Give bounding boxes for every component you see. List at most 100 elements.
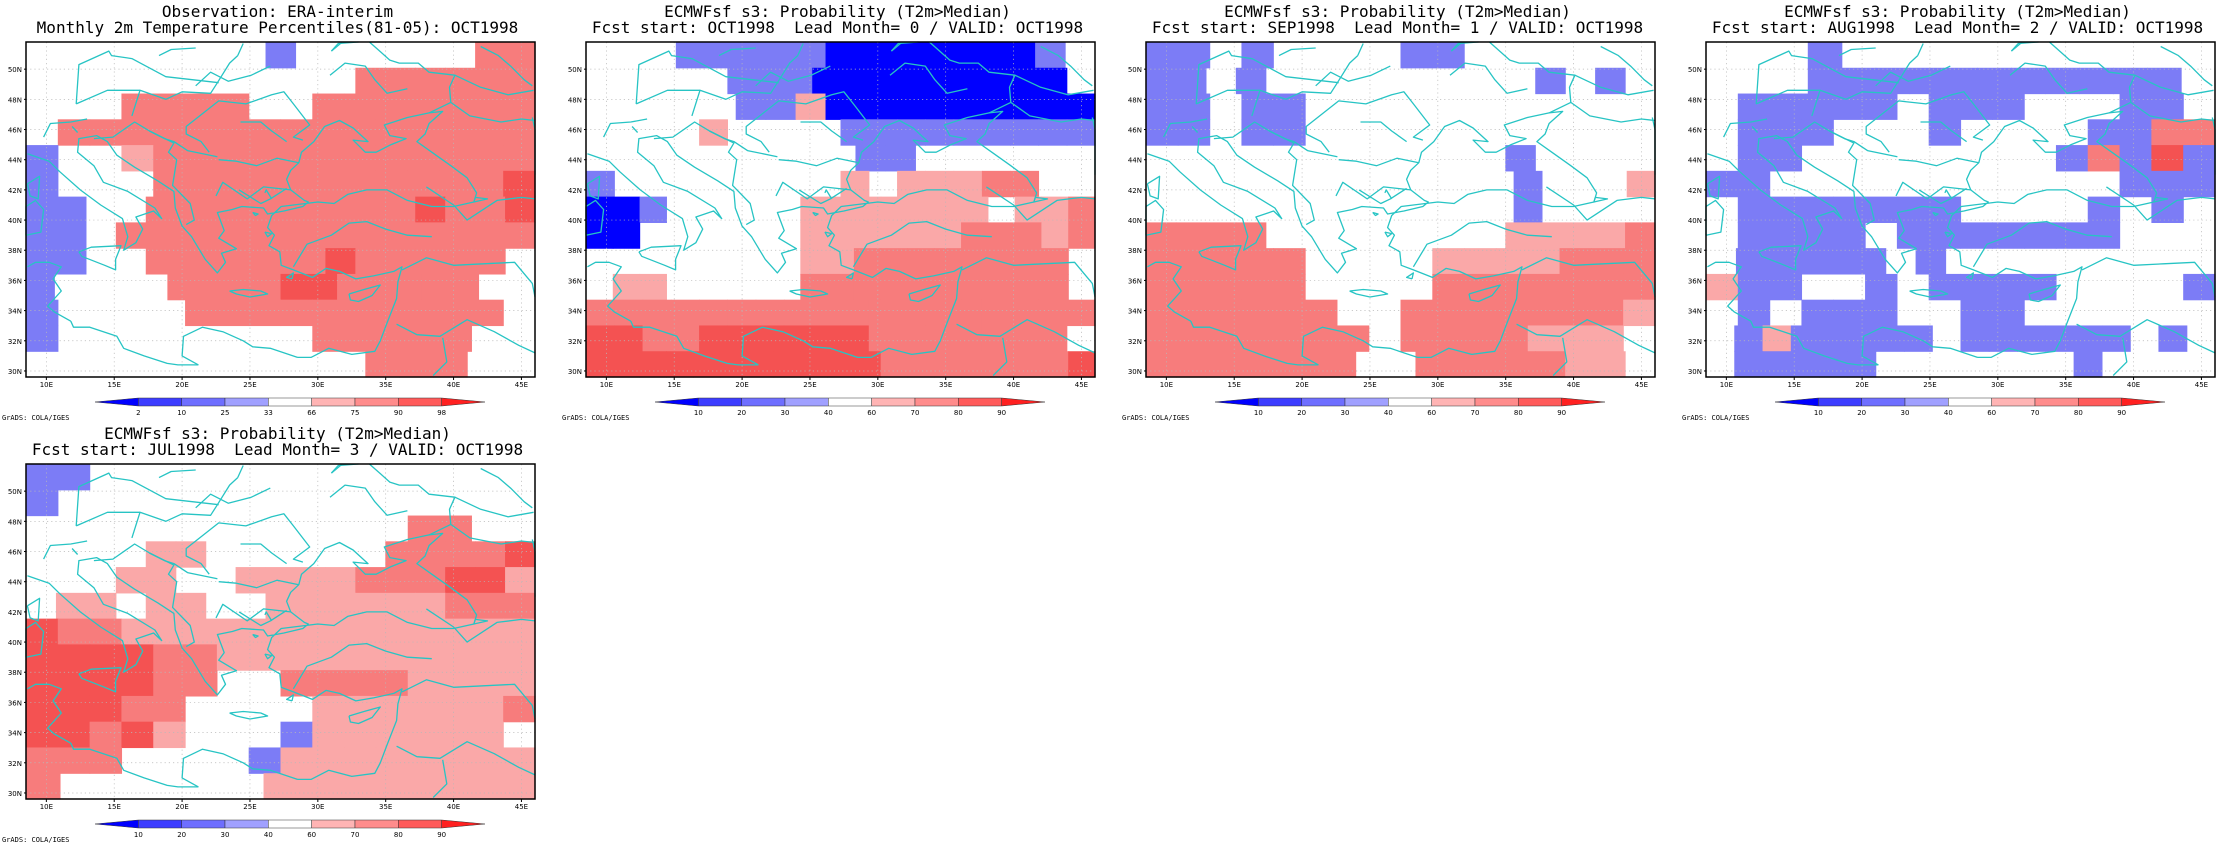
grid-cell — [699, 299, 728, 327]
colorbar-label: 40 — [264, 831, 273, 839]
coastline — [93, 543, 195, 648]
grid-cell — [475, 222, 506, 249]
grid-cell — [467, 773, 502, 800]
coastline — [26, 597, 41, 622]
grid-cell — [26, 464, 59, 491]
coastline — [2160, 45, 2213, 87]
grid-cell — [880, 351, 909, 378]
grid-cell — [503, 145, 536, 172]
grid-cell — [439, 119, 472, 146]
grid-cell — [907, 196, 935, 223]
coastline — [348, 706, 381, 725]
grid-cell — [1960, 273, 1993, 301]
grid-cell — [1273, 325, 1306, 352]
coastline — [330, 41, 359, 52]
grid-cell — [145, 222, 177, 249]
latitude-label: 50N — [8, 66, 22, 74]
coastlines — [585, 41, 1096, 376]
grid-cell — [375, 145, 409, 172]
grid-cell — [1896, 222, 1930, 249]
grid-cell — [1527, 273, 1561, 301]
coastline — [237, 43, 244, 56]
grid-cell — [445, 196, 476, 223]
grid-cell — [26, 670, 59, 697]
grid-cell — [800, 196, 828, 223]
coastline — [330, 41, 343, 52]
grid-cell — [1915, 248, 1947, 275]
coastline — [1405, 272, 1415, 280]
grid-cell — [1625, 222, 1656, 249]
longitude-label: 15E — [108, 803, 121, 811]
colorbar-segment — [1258, 397, 1302, 407]
colorbar-label: 60 — [1987, 409, 1996, 417]
grid-cell — [812, 299, 842, 327]
longitude-label: 30E — [1431, 381, 1444, 389]
latitude-labels: 30N 32N 34N 36N 38N 40N 42N 44N 46N 48N 50N — [8, 66, 26, 376]
grid-cell — [355, 592, 386, 620]
grid-cell — [216, 119, 250, 146]
colorbar-segment — [2078, 397, 2122, 407]
grid-cell — [407, 670, 441, 697]
grid-cell — [471, 721, 504, 749]
coastline — [797, 43, 804, 56]
grid-cell — [185, 618, 218, 645]
latitude-label: 42N — [1128, 187, 1142, 195]
grid-cell — [26, 273, 55, 301]
colorbar-label: 70 — [351, 831, 360, 839]
grid-cell — [1432, 325, 1465, 352]
grid-cell — [1400, 42, 1433, 69]
grid-cell — [1041, 222, 1069, 249]
grid-cell — [55, 248, 87, 275]
grid-cell — [280, 747, 313, 774]
coastline — [1190, 320, 1319, 366]
coastline — [956, 319, 1096, 354]
colorbar-segment — [1948, 397, 1992, 407]
grid-cell — [471, 93, 504, 120]
longitude-label: 15E — [1788, 381, 1801, 389]
coastline — [852, 220, 992, 268]
grid-cell — [1038, 299, 1068, 327]
longitude-label: 20E — [175, 381, 188, 389]
grid-cell — [795, 93, 827, 120]
coastline — [368, 41, 456, 114]
colorbar-label: 70 — [911, 409, 920, 417]
coastline — [1010, 101, 1096, 123]
grid-cell — [800, 248, 828, 275]
coastline — [43, 118, 88, 138]
grid-cell — [433, 773, 468, 800]
grid-cell — [1960, 222, 1993, 249]
coastline — [824, 231, 833, 238]
grid-cell — [153, 644, 186, 671]
grid-cell — [1960, 299, 1993, 327]
coastline — [1909, 288, 1949, 298]
grid-cell — [1209, 325, 1243, 352]
map-frame — [1705, 41, 2216, 378]
latitude-label: 42N — [8, 187, 22, 195]
grid-cell — [853, 351, 882, 378]
map-panel: ECMWFsf s3: Probability (T2m>Median) Fcs… — [1680, 0, 2235, 422]
grid-cell — [265, 567, 297, 594]
latitude-label: 42N — [568, 187, 582, 195]
grid-cell — [1066, 299, 1096, 327]
grid-cell — [1038, 325, 1068, 352]
grid-cell — [981, 325, 1011, 352]
latitude-label: 48N — [8, 96, 22, 104]
grid-cell — [1177, 248, 1211, 275]
grid-cell — [375, 299, 409, 327]
colorbar-segment — [181, 819, 226, 829]
grid-cell — [407, 618, 441, 645]
longitude-label: 45E — [515, 381, 528, 389]
latitude-label: 38N — [1688, 247, 1702, 255]
panel-title: Observation: ERA-interim — [161, 2, 394, 21]
coastline — [252, 211, 259, 217]
latitude-label: 40N — [1688, 217, 1702, 225]
grid-cell — [475, 248, 506, 275]
grid-cell — [407, 695, 441, 723]
grid-cell — [1706, 170, 1739, 198]
grid-cell — [57, 695, 91, 723]
grid-cell — [2119, 170, 2152, 198]
grid-cell — [89, 721, 123, 749]
grid-cell — [153, 670, 186, 697]
panel-subtitle: Monthly 2m Temperature Percentiles(81-05… — [36, 18, 519, 37]
longitude-label: 45E — [1635, 381, 1648, 389]
